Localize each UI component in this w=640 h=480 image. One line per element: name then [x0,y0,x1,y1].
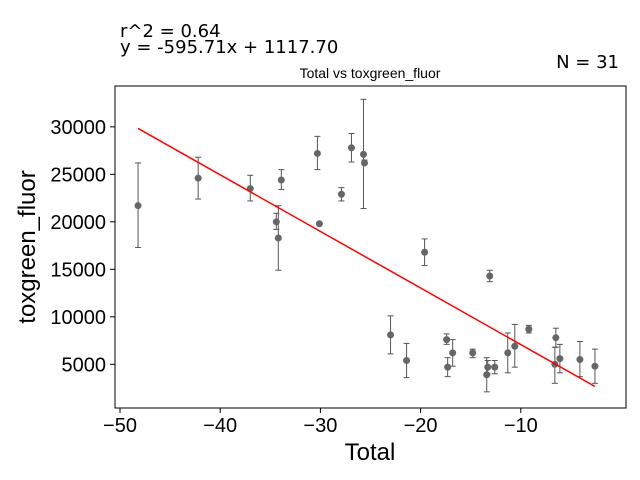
data-point [387,331,395,339]
data-point [359,150,367,158]
axes-frame [114,85,627,409]
r-squared-annotation: r^2 = 0.64 [120,21,221,42]
data-point [591,362,599,370]
chart-title: Total vs toxgreen_fluor [300,65,441,81]
data-point [556,355,564,363]
data-point [443,336,451,344]
data-point [274,234,282,242]
x-tick-label: −10 [504,415,538,437]
y-axis-label: toxgreen_fluor [14,170,41,323]
x-axis: −50 −40 −30 −20 −10 [103,408,538,437]
y-tick-label: 15000 [50,259,106,281]
x-axis-label: Total [345,439,396,466]
regression-line [137,127,596,388]
equation-annotation: y = -595.71x + 1117.70 [120,37,338,58]
data-point [444,363,452,371]
data-point [484,363,492,371]
x-tick-label: −50 [103,415,137,437]
data-point [576,356,584,364]
data-point [491,363,499,371]
data-point [552,334,560,342]
y-axis: 5000 10000 15000 20000 25000 30000 [50,117,115,376]
data-point [315,220,323,228]
data-point [347,144,355,152]
data-point [525,325,533,333]
data-point [194,174,202,182]
data-point [277,176,285,184]
y-tick-label: 5000 [62,354,107,376]
n-annotation: N = 31 [556,52,619,73]
data-point [313,149,321,157]
data-point [511,342,519,350]
y-tick-label: 20000 [50,212,106,234]
data-point [134,202,142,210]
x-tick-label: −30 [303,415,337,437]
data-point [483,371,491,379]
x-tick-label: −20 [404,415,438,437]
data-point [449,349,457,357]
y-tick-label: 10000 [50,307,106,329]
data-point [272,218,280,226]
y-tick-label: 30000 [50,117,106,139]
data-point [403,357,411,365]
data-point [504,349,512,357]
data-point [486,272,494,280]
plot-area [134,98,599,393]
data-point [337,190,345,198]
x-tick-label: −40 [203,415,237,437]
data-point [469,349,477,357]
data-point [360,159,368,167]
y-tick-label: 25000 [50,164,106,186]
data-point [421,248,429,256]
